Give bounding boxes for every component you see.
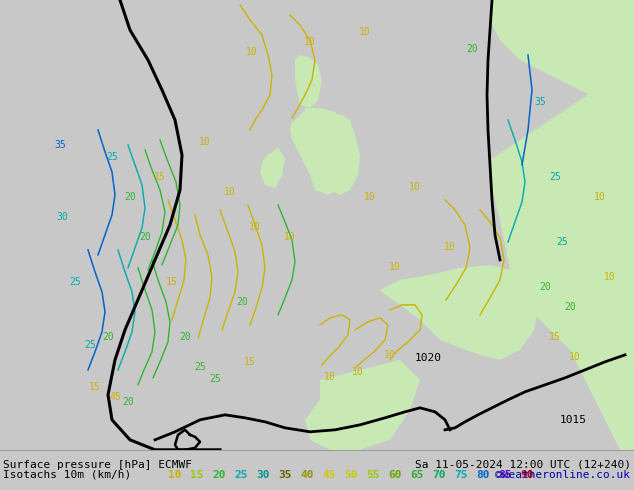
Polygon shape	[490, 60, 634, 450]
Text: 10: 10	[224, 187, 236, 197]
Text: 25: 25	[549, 172, 561, 182]
Text: 1015: 1015	[560, 415, 587, 425]
Text: 25: 25	[194, 362, 206, 372]
Text: 10: 10	[384, 350, 396, 360]
Text: 15: 15	[89, 382, 101, 392]
Text: 90: 90	[520, 470, 533, 480]
Text: 10: 10	[249, 222, 261, 232]
Text: 45: 45	[322, 470, 335, 480]
Text: 10: 10	[304, 37, 316, 47]
Polygon shape	[380, 265, 540, 360]
Text: 20: 20	[139, 232, 151, 242]
Text: 75: 75	[454, 470, 467, 480]
Polygon shape	[295, 55, 322, 108]
Text: 60: 60	[388, 470, 401, 480]
Text: 10: 10	[168, 470, 181, 480]
Text: 25: 25	[106, 152, 118, 162]
Text: 45: 45	[109, 392, 121, 402]
Text: 30: 30	[56, 212, 68, 222]
Text: 10: 10	[359, 27, 371, 37]
Text: 20: 20	[539, 282, 551, 292]
Text: 10: 10	[199, 137, 211, 147]
Text: 10: 10	[604, 272, 616, 282]
Text: 35: 35	[278, 470, 292, 480]
Text: 10: 10	[284, 232, 296, 242]
Text: 30: 30	[256, 470, 269, 480]
Polygon shape	[290, 108, 360, 195]
Text: 50: 50	[344, 470, 358, 480]
Text: 20: 20	[102, 332, 114, 342]
Text: 25: 25	[69, 277, 81, 287]
Text: 40: 40	[300, 470, 313, 480]
Polygon shape	[490, 0, 634, 120]
Text: 25: 25	[234, 470, 247, 480]
Polygon shape	[305, 108, 350, 195]
Text: 15: 15	[166, 277, 178, 287]
Text: 15: 15	[549, 332, 561, 342]
Text: 85: 85	[498, 470, 512, 480]
Text: 10: 10	[409, 182, 421, 192]
Text: Surface pressure [hPa] ECMWF: Surface pressure [hPa] ECMWF	[3, 460, 192, 470]
Text: 10: 10	[324, 372, 336, 382]
Text: 10: 10	[569, 352, 581, 362]
Text: 35: 35	[534, 97, 546, 107]
Text: 15: 15	[190, 470, 204, 480]
Polygon shape	[305, 360, 420, 450]
Text: 65: 65	[410, 470, 424, 480]
Text: 15: 15	[154, 172, 166, 182]
Text: 25: 25	[84, 340, 96, 350]
Text: 1020: 1020	[415, 353, 442, 363]
Text: 70: 70	[432, 470, 446, 480]
Text: 20: 20	[466, 44, 478, 54]
Polygon shape	[260, 148, 285, 188]
Text: 80: 80	[476, 470, 489, 480]
Text: 10: 10	[444, 242, 456, 252]
Text: Sa 11-05-2024 12:00 UTC (12+240): Sa 11-05-2024 12:00 UTC (12+240)	[415, 460, 631, 470]
Text: 20: 20	[124, 192, 136, 202]
Text: 10: 10	[246, 47, 258, 57]
Text: 25: 25	[556, 237, 568, 247]
Text: 10: 10	[364, 192, 376, 202]
Text: 20: 20	[236, 297, 248, 307]
Text: 10: 10	[352, 367, 364, 377]
Text: Isotachs 10m (km/h): Isotachs 10m (km/h)	[3, 470, 131, 480]
Text: 55: 55	[366, 470, 380, 480]
Text: 20: 20	[212, 470, 226, 480]
Text: 35: 35	[54, 140, 66, 150]
Text: ©weatheronline.co.uk: ©weatheronline.co.uk	[495, 470, 630, 480]
Text: 10: 10	[594, 192, 606, 202]
Polygon shape	[500, 0, 634, 80]
Text: 15: 15	[244, 357, 256, 367]
Text: 20: 20	[564, 302, 576, 312]
Text: 20: 20	[179, 332, 191, 342]
Text: 20: 20	[122, 397, 134, 407]
Text: 10: 10	[389, 262, 401, 272]
Text: 25: 25	[209, 374, 221, 384]
